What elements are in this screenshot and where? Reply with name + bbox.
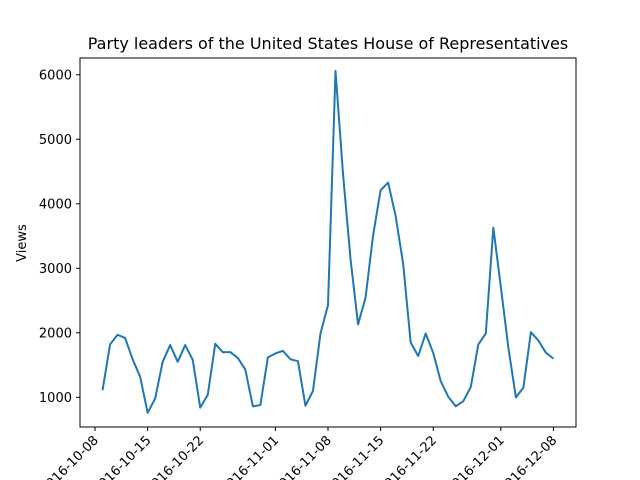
y-tick-label: 6000 <box>39 68 72 83</box>
series-line-0 <box>101 69 555 414</box>
x-tick-label: 2016-12-08 <box>496 433 560 480</box>
x-tick-label: 2016-11-08 <box>271 433 335 480</box>
y-tick-label: 5000 <box>39 133 72 148</box>
chart-title: Party leaders of the United States House… <box>88 34 568 53</box>
x-tick-label: 2016-10-08 <box>38 433 102 480</box>
y-tick-label: 2000 <box>39 326 72 341</box>
x-tick-label: 2016-10-22 <box>143 433 207 480</box>
x-tick-label: 2016-11-22 <box>376 433 440 480</box>
axes-frame <box>79 57 577 428</box>
y-tick-label: 1000 <box>39 391 72 406</box>
y-tick-label: 4000 <box>39 197 72 212</box>
plot-area: 1000200030004000500060002016-10-082016-1… <box>38 57 577 480</box>
x-tick-label: 2016-11-01 <box>218 433 282 480</box>
x-tick-label: 2016-10-15 <box>90 433 154 480</box>
x-tick-label: 2016-12-01 <box>444 433 508 480</box>
y-axis-label: Views <box>15 224 30 262</box>
y-tick-label: 3000 <box>39 262 72 277</box>
x-tick-label: 2016-11-15 <box>323 433 387 480</box>
